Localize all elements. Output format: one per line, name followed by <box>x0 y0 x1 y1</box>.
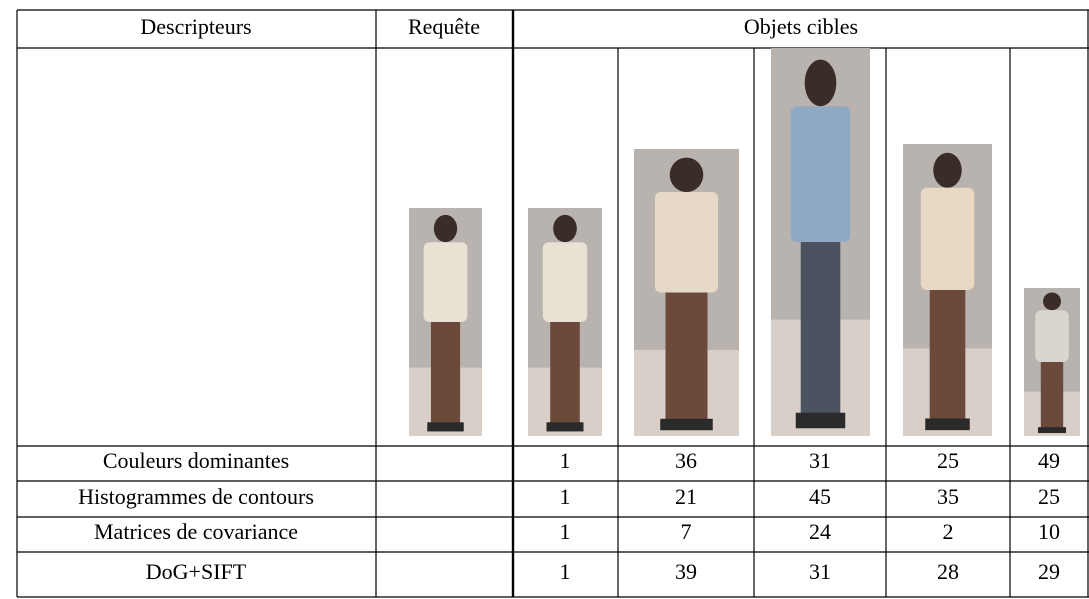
person-legs <box>550 322 580 425</box>
rank-cell: 36 <box>675 448 697 473</box>
person-head <box>669 157 704 193</box>
person-feet <box>546 422 584 432</box>
person-image <box>634 149 739 436</box>
rank-cell: 31 <box>809 448 831 473</box>
person-torso <box>1035 310 1069 362</box>
person-feet <box>427 422 464 432</box>
person-feet <box>1038 427 1066 434</box>
rank-cell: 10 <box>1038 519 1060 544</box>
table-rules <box>16 9 1089 598</box>
rank-cell: 49 <box>1038 448 1060 473</box>
rank-cell: 31 <box>809 559 831 584</box>
person-torso <box>542 242 588 322</box>
person-head <box>553 214 577 243</box>
person-image <box>1024 288 1080 436</box>
person-legs <box>800 242 841 417</box>
rank-cell: 29 <box>1038 559 1060 584</box>
person-head <box>1043 292 1061 311</box>
rank-cell: 28 <box>937 559 959 584</box>
rank-cell: 25 <box>937 448 959 473</box>
header-cell: Requête <box>408 14 480 39</box>
row-label: Couleurs dominantes <box>103 448 289 473</box>
person-legs <box>430 322 461 425</box>
person-head <box>933 152 962 188</box>
rank-cell: 24 <box>809 519 831 544</box>
person-feet <box>925 418 970 431</box>
person-legs <box>929 290 966 422</box>
rank-cell: 1 <box>560 484 571 509</box>
person-head <box>433 214 458 243</box>
rank-cell: 25 <box>1038 484 1060 509</box>
rank-cell: 1 <box>560 448 571 473</box>
rank-cell: 2 <box>943 519 954 544</box>
person-image <box>903 144 992 436</box>
rank-cell: 7 <box>681 519 692 544</box>
person-image <box>528 208 602 436</box>
person-image <box>771 48 870 436</box>
person-legs <box>665 292 708 422</box>
person-feet <box>660 418 713 431</box>
header-cell: Descripteurs <box>140 14 251 39</box>
person-feet <box>795 412 846 429</box>
header-cell: Objets cibles <box>744 14 858 39</box>
person-torso <box>423 242 468 322</box>
person-image <box>409 208 482 436</box>
row-label: Histogrammes de contours <box>78 484 314 509</box>
rank-cell: 45 <box>809 484 831 509</box>
person-torso <box>790 106 851 242</box>
rank-cell: 35 <box>937 484 959 509</box>
person-torso <box>655 192 718 293</box>
row-label: Matrices de covariance <box>94 519 298 544</box>
rank-cell: 21 <box>675 484 697 509</box>
person-head <box>804 59 837 107</box>
person-legs <box>1040 362 1064 429</box>
person-torso <box>920 187 975 290</box>
rank-cell: 39 <box>675 559 697 584</box>
rank-cell: 1 <box>560 559 571 584</box>
rank-cell: 1 <box>560 519 571 544</box>
row-label: DoG+SIFT <box>146 559 247 584</box>
